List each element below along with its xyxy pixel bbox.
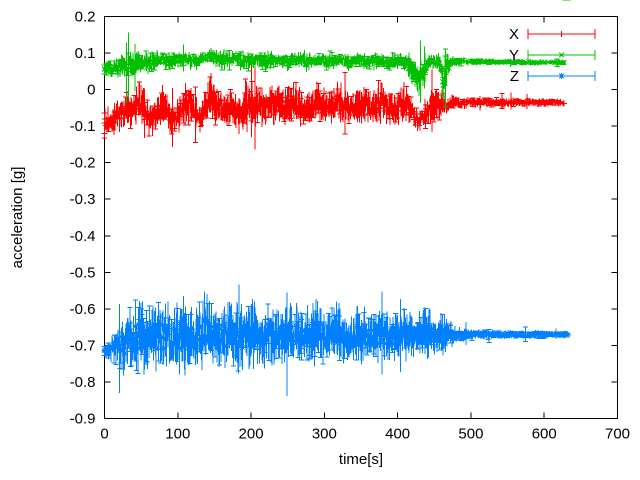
x-tick-label: 100: [165, 426, 190, 443]
y-axis-title: acceleration [g]: [9, 167, 26, 269]
legend-label-Z: Z: [510, 68, 519, 85]
x-tick-label: 300: [312, 426, 337, 443]
legend-item-Y[interactable]: Y: [509, 47, 596, 64]
legend-label-Y: Y: [509, 47, 519, 64]
y-tick-label: -0.5: [70, 264, 96, 281]
legend-item-Z[interactable]: Z: [510, 68, 596, 85]
y-tick-label: -0.9: [70, 411, 96, 428]
y-tick-label: -0.8: [70, 374, 96, 391]
x-tick-label: 700: [605, 426, 630, 443]
series-X: [101, 0, 571, 150]
chart-legend: XYZ: [509, 26, 596, 85]
y-tick-label: -0.7: [70, 337, 96, 354]
y-tick-label: -0.6: [70, 301, 96, 318]
y-axis-tick-labels: -0.9 -0.8 -0.7 -0.6 -0.5 -0.4 -0.3 -0.2 -0.1 0 0.1…: [70, 9, 96, 428]
x-tick-label: 200: [239, 426, 264, 443]
x-axis-ticks: [104, 16, 618, 419]
plot-frame: [104, 16, 618, 419]
y-tick-label: 0.1: [75, 45, 96, 62]
series-Z: [101, 284, 571, 396]
data-series-group: [101, 0, 571, 396]
y-tick-label: -0.2: [70, 155, 96, 172]
x-tick-label: 500: [458, 426, 483, 443]
legend-item-X[interactable]: X: [509, 26, 596, 43]
y-tick-label: 0.2: [75, 9, 96, 26]
y-tick-label: -0.3: [70, 191, 96, 208]
x-tick-label: 400: [385, 426, 410, 443]
y-tick-label: -0.4: [70, 228, 96, 245]
y-tick-label: -0.1: [70, 118, 96, 135]
legend-label-X: X: [509, 26, 519, 43]
x-axis-tick-labels: 0 100 200 300 400 500 600 700: [100, 426, 630, 443]
x-tick-label: 600: [532, 426, 557, 443]
x-axis-title: time[s]: [339, 451, 383, 468]
y-tick-label: 0: [87, 82, 95, 99]
series-Y: [101, 0, 571, 108]
x-tick-label: 0: [100, 426, 108, 443]
